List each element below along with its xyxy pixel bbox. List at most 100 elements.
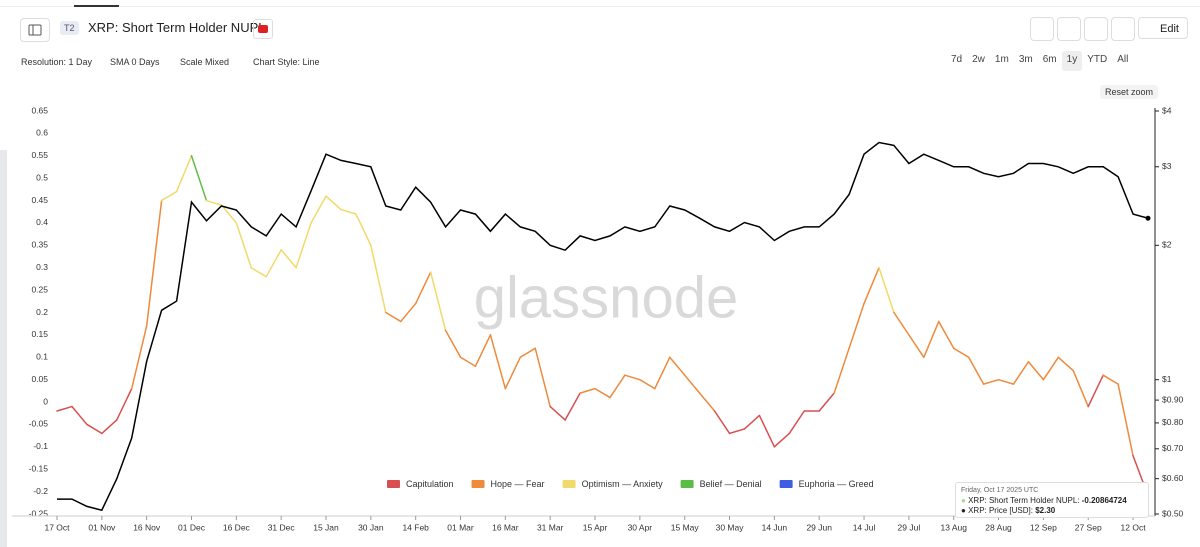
nupl-segment [175,155,193,193]
nupl-segment [355,213,372,247]
nupl-segment [938,320,955,350]
x-tick-label: 15 Apr [583,522,608,532]
nupl-segment [624,374,641,381]
nupl-segment [145,199,163,327]
y-tick-label: -0.2 [33,486,48,496]
range-button[interactable]: YTD [1087,54,1108,65]
last-point [1145,215,1151,221]
sidebar-toggle[interactable] [20,18,50,42]
sma-select[interactable]: SMA 0 Days [110,57,160,67]
y2-tick-label: $3 [1162,161,1172,171]
x-tick-label: 30 Apr [628,522,653,532]
legend-label: Euphoria — Greed [799,479,874,489]
x-tick-label: 15 May [671,522,700,532]
tooltip-value: -0.20864724 [1081,496,1127,505]
nupl-segment [250,266,267,278]
resolution-select[interactable]: Resolution: 1 Day [21,57,93,67]
nupl-segment [833,347,850,394]
range-button[interactable]: 2w [972,54,985,65]
y-tick-label: 0.25 [31,284,48,294]
tooltip-value: $2.30 [1035,506,1056,515]
nupl-segment [549,405,566,421]
tooltip-label: XRP: Price [USD]: [968,506,1033,515]
x-tick-label: 31 Mar [537,522,564,532]
x-tick-label: 12 Oct [1121,522,1147,532]
nupl-segment [1012,361,1030,385]
nupl-segment [56,405,73,412]
legend-label: Belief — Denial [700,479,762,489]
x-tick-label: 16 Dec [223,522,251,532]
alert-button[interactable] [1057,17,1081,41]
tooltip: Friday, Oct 17 2025 UTC ● XRP: Short Ter… [955,482,1149,518]
range-button[interactable]: All [1117,54,1129,65]
x-tick-label: 28 Aug [985,522,1012,532]
star-button[interactable] [1030,17,1054,41]
nupl-segment [713,410,731,435]
x-tick-label: 14 Jun [762,522,788,532]
nupl-segment [758,414,776,448]
y-tick-label: -0.25 [29,508,49,518]
range-button[interactable]: 7d [951,54,963,65]
nupl-segment [1057,356,1075,372]
nupl-segment [1072,369,1089,408]
y-tick-label: 0.65 [31,105,48,115]
range-button[interactable]: 3m [1018,54,1033,65]
icon [258,25,268,33]
x-tick-label: 17 Oct [44,522,70,532]
nupl-segment [848,302,865,350]
nupl-segment [878,266,895,314]
range-button[interactable]: 1m [994,54,1009,65]
nupl-segment [310,195,327,224]
share-button[interactable] [1084,17,1108,41]
range-button[interactable]: 1y [1061,51,1083,71]
legend-swatch [471,480,485,488]
nupl-segment [370,244,387,314]
nupl-segment [265,249,282,278]
x-tick-label: 01 Mar [447,522,474,532]
y-tick-label: 0.2 [36,307,48,317]
nupl-segment [160,190,178,202]
nupl-segment [86,423,103,435]
nupl-segment [1087,374,1104,408]
y-tick-label: 0.35 [31,240,48,250]
y2-tick-label: $1 [1162,374,1172,384]
nupl-segment [639,378,656,390]
nupl-segment [997,378,1015,385]
nupl-segment [101,419,118,435]
y2-tick-label: $0.90 [1162,394,1184,404]
nupl-segment [71,405,88,426]
x-tick-label: 12 Sep [1030,522,1057,532]
reset-zoom[interactable]: Reset zoom [1100,85,1159,99]
legend-swatch [562,480,576,488]
copy-button[interactable] [1111,17,1135,41]
nupl-segment [609,374,626,399]
nupl-segment [1027,361,1045,381]
nupl-segment [908,334,925,359]
edit-button[interactable]: Edit [1138,17,1188,39]
y-tick-label: 0 [43,396,48,406]
nupl-segment [893,311,910,336]
nupl-segment [519,347,536,359]
nupl-segment [325,195,342,211]
x-tick-label: 31 Dec [268,522,296,532]
y-tick-label: -0.1 [33,441,48,451]
badge: T2 [60,21,79,35]
nupl-segment [669,356,686,376]
legend-swatch [680,480,694,488]
nupl-segment [952,347,970,359]
x-tick-label: 30 May [716,522,745,532]
x-tick-label: 16 Nov [133,522,161,532]
nupl-segment [967,356,985,385]
x-tick-label: 14 Jul [853,522,876,532]
youtube-button[interactable] [253,19,273,39]
x-tick-label: 14 Feb [402,522,429,532]
nupl-segment [474,334,492,367]
y2-tick-label: $2 [1162,240,1172,250]
scale-select[interactable]: Scale Mixed [180,57,230,67]
nupl-segment [489,334,507,390]
nupl-segment [235,222,253,269]
y-tick-label: 0.55 [31,150,48,160]
scrollbar [0,150,7,547]
style-select[interactable]: Chart Style: Line [253,57,320,67]
range-button[interactable]: 6m [1042,54,1057,65]
